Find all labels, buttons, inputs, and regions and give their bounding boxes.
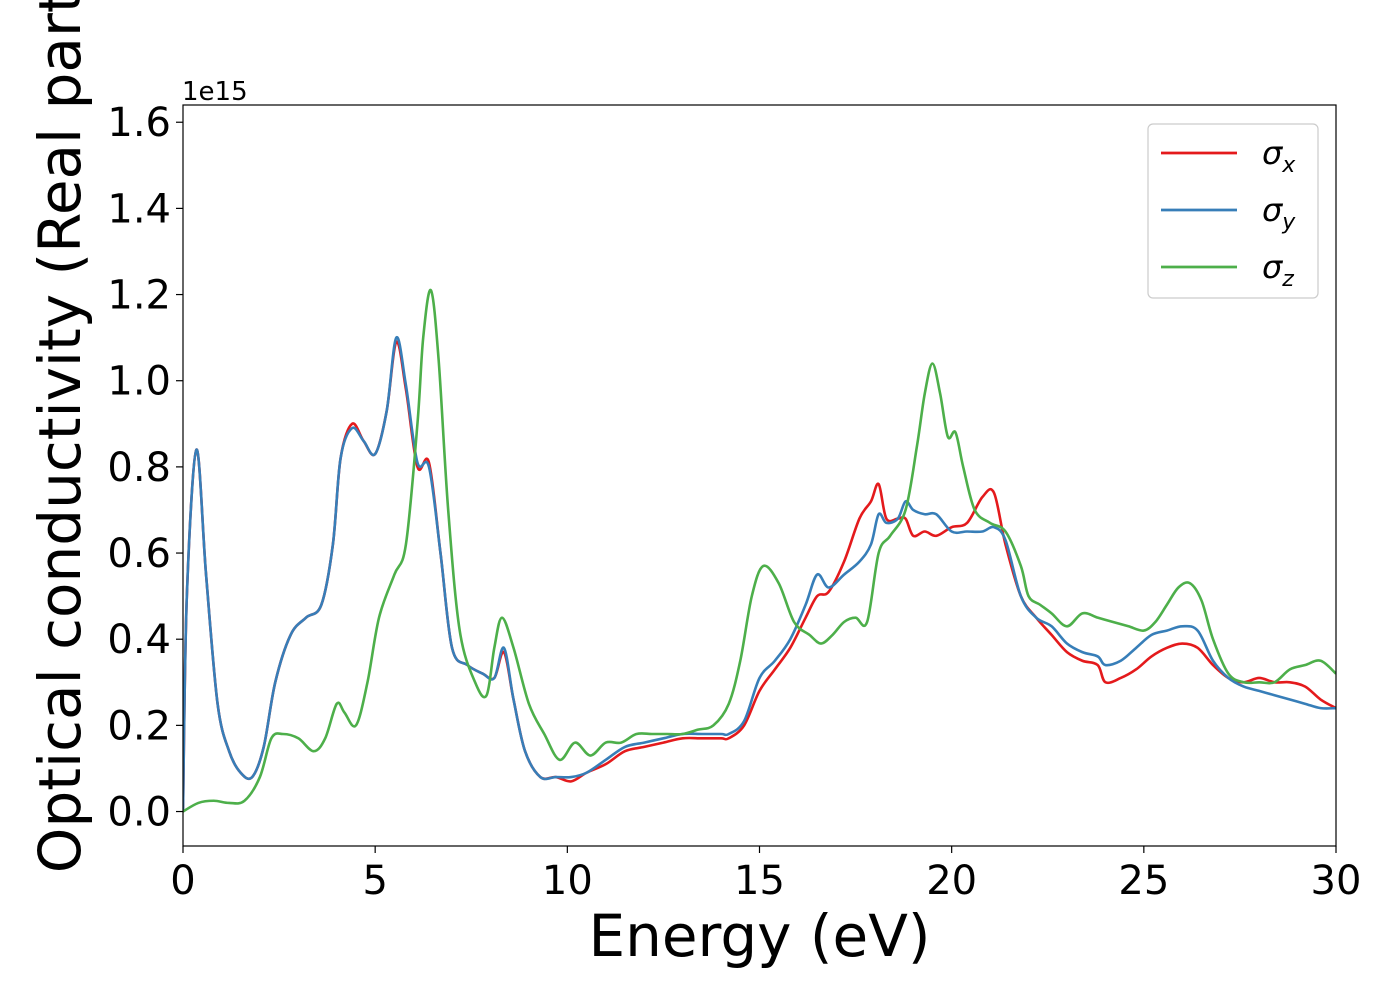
legend-label-y: σy [1262, 191, 1296, 235]
x-axis: 0 5 10 15 20 25 30 [170, 846, 1361, 904]
plot-area [183, 288, 1336, 813]
y-tick-label: 0.6 [107, 531, 171, 577]
series-line-x [183, 340, 1336, 812]
x-tick-label: 25 [1118, 858, 1169, 904]
y-tick-label: 0.8 [107, 445, 171, 491]
y-tick-label: 0.2 [107, 703, 171, 749]
x-tick-label: 15 [734, 858, 785, 904]
x-tick-label: 0 [170, 858, 195, 904]
x-tick-label: 10 [542, 858, 593, 904]
y-tick-label: 1.0 [107, 359, 171, 405]
y-tick-label: 0.0 [107, 790, 171, 836]
x-tick-label: 20 [926, 858, 977, 904]
y-tick-label: 1.4 [107, 186, 171, 232]
legend-label-z: σz [1262, 248, 1294, 292]
y-tick-label: 0.4 [107, 617, 171, 663]
x-tick-label: 5 [362, 858, 387, 904]
legend-label-x: σx [1262, 134, 1296, 178]
y-axis: 0.0 0.2 0.4 0.6 0.8 1.0 1.2 1.4 1.6 [107, 100, 183, 836]
legend: σx σy σz [1147, 123, 1319, 299]
y-axis-title: Optical conductivity (Real part) [26, 0, 94, 873]
series-line-z [183, 288, 1336, 813]
y-tick-label: 1.2 [107, 273, 171, 319]
y-tick-label: 1.6 [107, 100, 171, 146]
x-axis-title: Energy (eV) [588, 902, 930, 970]
y-offset-label: 1e15 [182, 77, 248, 107]
x-tick-label: 30 [1311, 858, 1362, 904]
series-line-y [183, 336, 1336, 812]
